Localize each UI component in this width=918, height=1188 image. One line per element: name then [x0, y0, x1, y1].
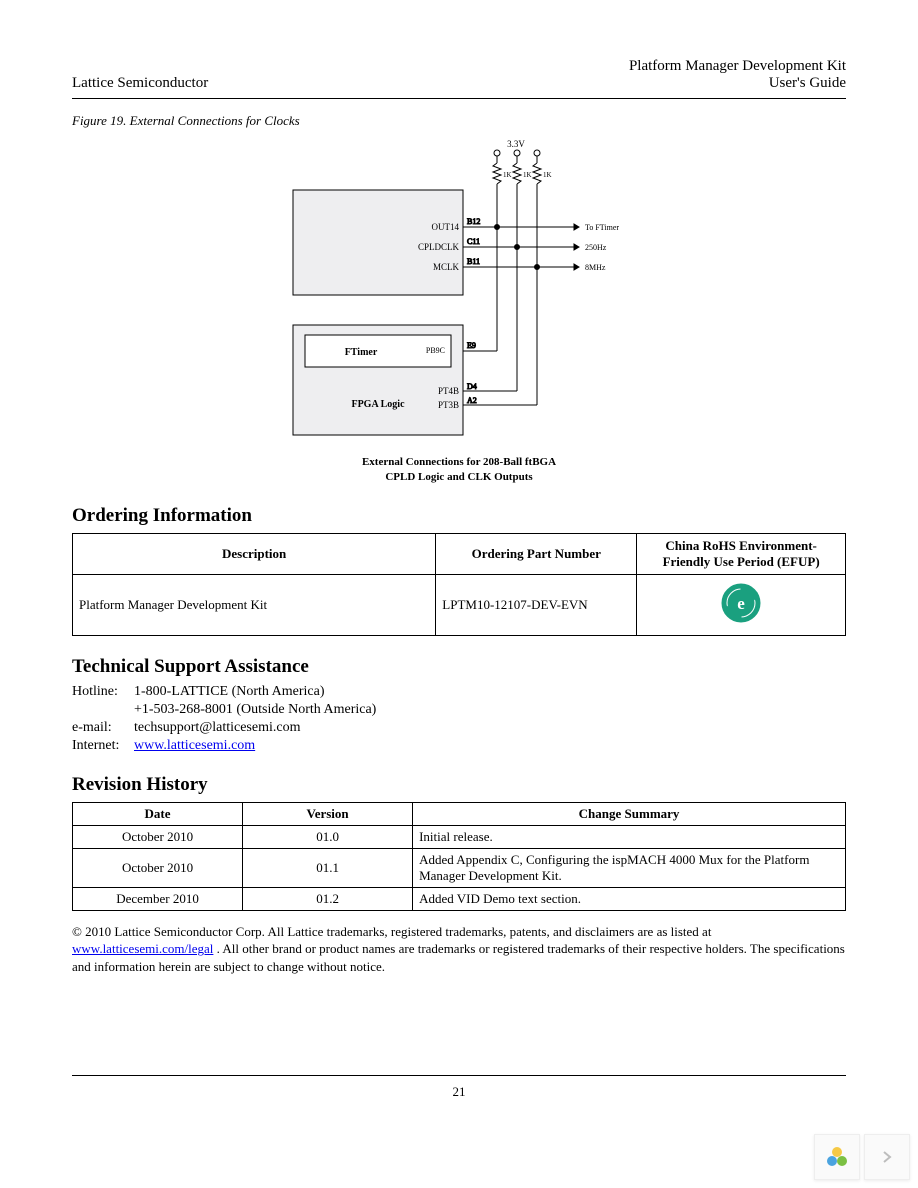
support-label: [72, 702, 134, 718]
svg-text:B12: B12: [467, 217, 480, 226]
header-right: Platform Manager Development Kit User's …: [629, 58, 846, 92]
footer-rule: [72, 1075, 846, 1076]
svg-text:FPGA Logic: FPGA Logic: [351, 399, 405, 410]
col-partnum: Ordering Part Number: [436, 533, 637, 574]
ordering-heading: Ordering Information: [72, 505, 846, 527]
svg-text:D4: D4: [467, 382, 477, 391]
svg-text:MCLK: MCLK: [433, 262, 460, 272]
table-header-row: Description Ordering Part Number China R…: [73, 533, 846, 574]
support-label: Hotline:: [72, 684, 134, 700]
svg-text:3.3V: 3.3V: [507, 139, 525, 149]
logo-icon[interactable]: [814, 1134, 860, 1180]
support-link[interactable]: www.latticesemi.com: [134, 738, 255, 754]
svg-text:OUT14: OUT14: [432, 222, 460, 232]
diagram-wrap: 3.3V 1K 1K 1K OUT14 CPLDCLK MCLK FTimer PB…: [72, 135, 846, 485]
rev-version: 01.1: [243, 848, 413, 887]
svg-text:E9: E9: [467, 341, 476, 350]
support-row: e-mail:techsupport@latticesemi.com: [72, 720, 846, 736]
cell-description: Platform Manager Development Kit: [73, 574, 436, 635]
subcaption-line1: External Connections for 208-Ball ftBGA: [362, 456, 556, 468]
cell-partnum: LPTM10-12107-DEV-EVN: [436, 574, 637, 635]
diagram-subcaption: External Connections for 208-Ball ftBGA …: [362, 455, 556, 485]
svg-text:C11: C11: [467, 237, 480, 246]
support-label: e-mail:: [72, 720, 134, 736]
revision-heading: Revision History: [72, 774, 846, 796]
col-description: Description: [73, 533, 436, 574]
cell-rohs: e e: [637, 574, 846, 635]
revision-table: DateVersionChange Summary October 2010 0…: [72, 802, 846, 911]
svg-text:250Hz: 250Hz: [585, 243, 607, 252]
rev-summary: Added Appendix C, Configuring the ispMAC…: [413, 848, 846, 887]
page-header: Lattice Semiconductor Platform Manager D…: [72, 58, 846, 92]
svg-text:8MHz: 8MHz: [585, 263, 606, 272]
legal-before: © 2010 Lattice Semiconductor Corp. All L…: [72, 924, 711, 939]
figure-caption: Figure 19. External Connections for Cloc…: [72, 113, 846, 129]
svg-text:1K: 1K: [523, 171, 532, 179]
ordering-table: Description Ordering Part Number China R…: [72, 533, 846, 636]
support-label: Internet:: [72, 738, 134, 754]
table-row: October 2010 01.1 Added Appendix C, Conf…: [73, 848, 846, 887]
rev-col: Version: [243, 802, 413, 825]
header-title: Platform Manager Development Kit: [629, 58, 846, 75]
col-rohs: China RoHS Environment-Friendly Use Peri…: [637, 533, 846, 574]
support-block: Hotline:1-800-LATTICE (North America) +1-…: [72, 684, 846, 754]
rev-version: 01.2: [243, 887, 413, 910]
svg-text:PT4B: PT4B: [438, 386, 459, 396]
header-rule: [72, 98, 846, 99]
support-value: 1-800-LATTICE (North America): [134, 684, 325, 700]
table-row: October 2010 01.0 Initial release.: [73, 825, 846, 848]
support-row: +1-503-268-8001 (Outside North America): [72, 702, 846, 718]
support-row: Hotline:1-800-LATTICE (North America): [72, 684, 846, 700]
rev-date: December 2010: [73, 887, 243, 910]
page-number: 21: [72, 1084, 846, 1100]
rev-date: October 2010: [73, 825, 243, 848]
rev-col: Date: [73, 802, 243, 825]
header-left: Lattice Semiconductor: [72, 75, 208, 92]
svg-text:1K: 1K: [503, 171, 512, 179]
support-value: techsupport@latticesemi.com: [134, 720, 300, 736]
svg-text:A2: A2: [467, 396, 477, 405]
corner-widgets: [810, 1134, 910, 1180]
rev-summary: Initial release.: [413, 825, 846, 848]
legal-text: © 2010 Lattice Semiconductor Corp. All L…: [72, 923, 846, 976]
table-row: Platform Manager Development Kit LPTM10-…: [73, 574, 846, 635]
document-page: Lattice Semiconductor Platform Manager D…: [0, 0, 918, 1188]
next-page-button[interactable]: [864, 1134, 910, 1180]
svg-text:FTimer: FTimer: [345, 347, 378, 358]
support-value: +1-503-268-8001 (Outside North America): [134, 702, 376, 718]
svg-text:CPLDCLK: CPLDCLK: [418, 242, 460, 252]
support-row: Internet:www.latticesemi.com: [72, 738, 846, 754]
svg-text:1K: 1K: [543, 171, 552, 179]
support-heading: Technical Support Assistance: [72, 656, 846, 678]
header-subtitle: User's Guide: [629, 75, 846, 92]
svg-text:B11: B11: [467, 257, 480, 266]
svg-text:PB9C: PB9C: [426, 346, 445, 355]
rev-version: 01.0: [243, 825, 413, 848]
rev-date: October 2010: [73, 848, 243, 887]
rev-summary: Added VID Demo text section.: [413, 887, 846, 910]
table-row: December 2010 01.2 Added VID Demo text s…: [73, 887, 846, 910]
rohs-icon: e e: [721, 583, 761, 623]
clock-diagram: 3.3V 1K 1K 1K OUT14 CPLDCLK MCLK FTimer PB…: [239, 135, 679, 445]
subcaption-line2: CPLD Logic and CLK Outputs: [385, 471, 532, 483]
svg-text:To FTimer: To FTimer: [585, 223, 619, 232]
legal-link[interactable]: www.latticesemi.com/legal: [72, 941, 213, 956]
rev-col: Change Summary: [413, 802, 846, 825]
table-header-row: DateVersionChange Summary: [73, 802, 846, 825]
svg-text:e: e: [737, 594, 745, 613]
svg-text:PT3B: PT3B: [438, 400, 459, 410]
